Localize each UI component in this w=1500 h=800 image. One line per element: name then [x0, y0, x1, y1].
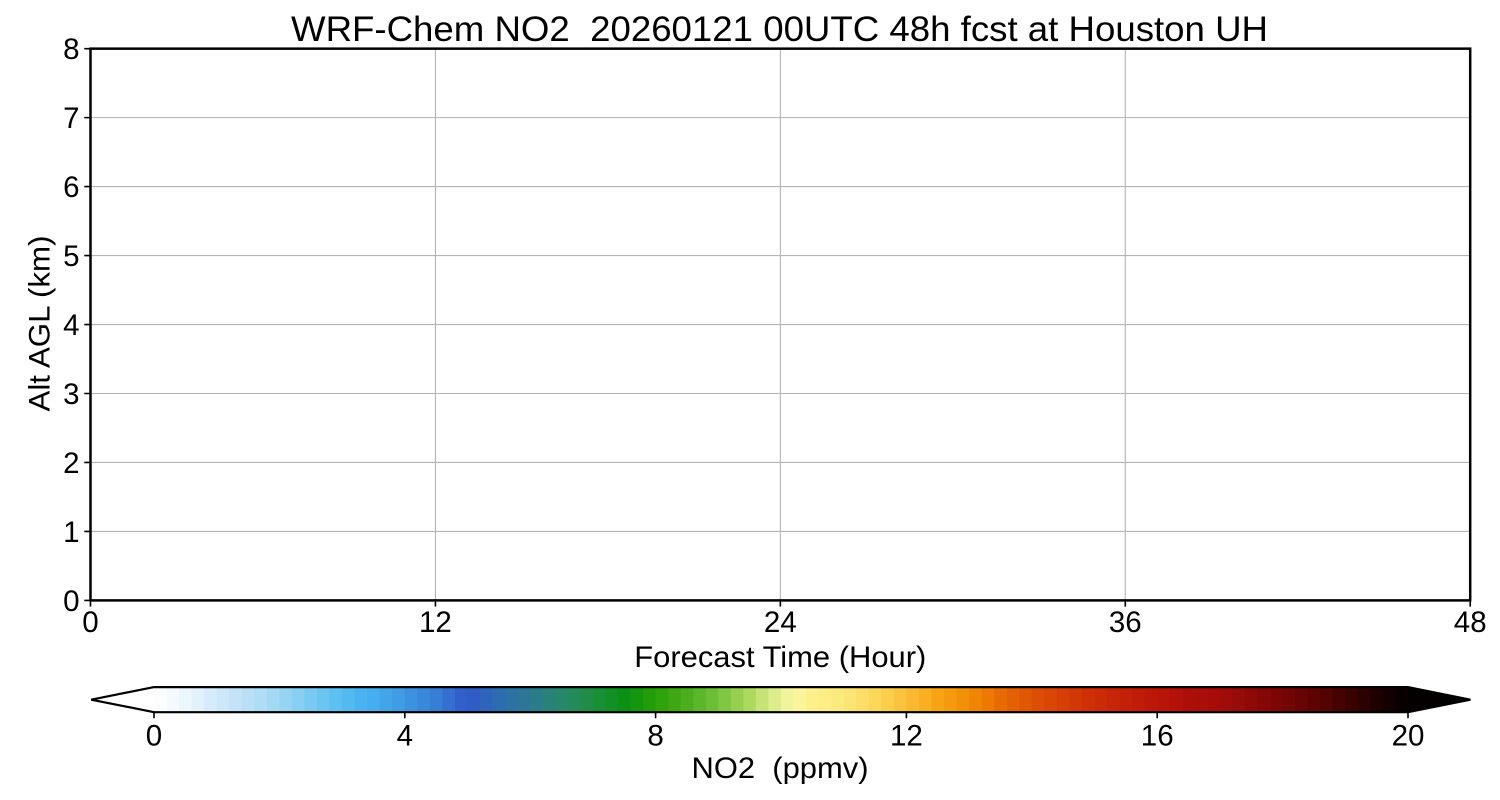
svg-text:5: 5: [63, 240, 79, 273]
svg-text:2: 2: [63, 447, 79, 480]
svg-text:0: 0: [146, 720, 162, 753]
svg-text:Alt AGL (km): Alt AGL (km): [23, 235, 56, 411]
svg-text:48: 48: [1454, 606, 1487, 639]
svg-text:Forecast Time (Hour): Forecast Time (Hour): [634, 641, 926, 674]
svg-text:4: 4: [397, 720, 413, 753]
svg-text:NO2 (ppmv): NO2 (ppmv): [692, 752, 869, 785]
svg-text:12: 12: [890, 720, 923, 753]
svg-text:24: 24: [764, 606, 797, 639]
svg-text:20: 20: [1392, 720, 1425, 753]
svg-text:8: 8: [63, 33, 79, 66]
svg-text:6: 6: [63, 171, 79, 204]
svg-text:7: 7: [63, 102, 79, 135]
svg-text:1: 1: [63, 516, 79, 549]
svg-text:3: 3: [63, 378, 79, 411]
svg-text:0: 0: [82, 606, 98, 639]
svg-text:12: 12: [419, 606, 452, 639]
svg-text:4: 4: [63, 309, 79, 342]
svg-text:36: 36: [1109, 606, 1142, 639]
svg-text:16: 16: [1141, 720, 1174, 753]
svg-text:WRF-Chem NO2 20260121 00UTC 4: WRF-Chem NO2 20260121 00UTC 48h fcst at …: [291, 10, 1268, 49]
svg-text:8: 8: [647, 720, 663, 753]
svg-text:0: 0: [63, 585, 79, 618]
